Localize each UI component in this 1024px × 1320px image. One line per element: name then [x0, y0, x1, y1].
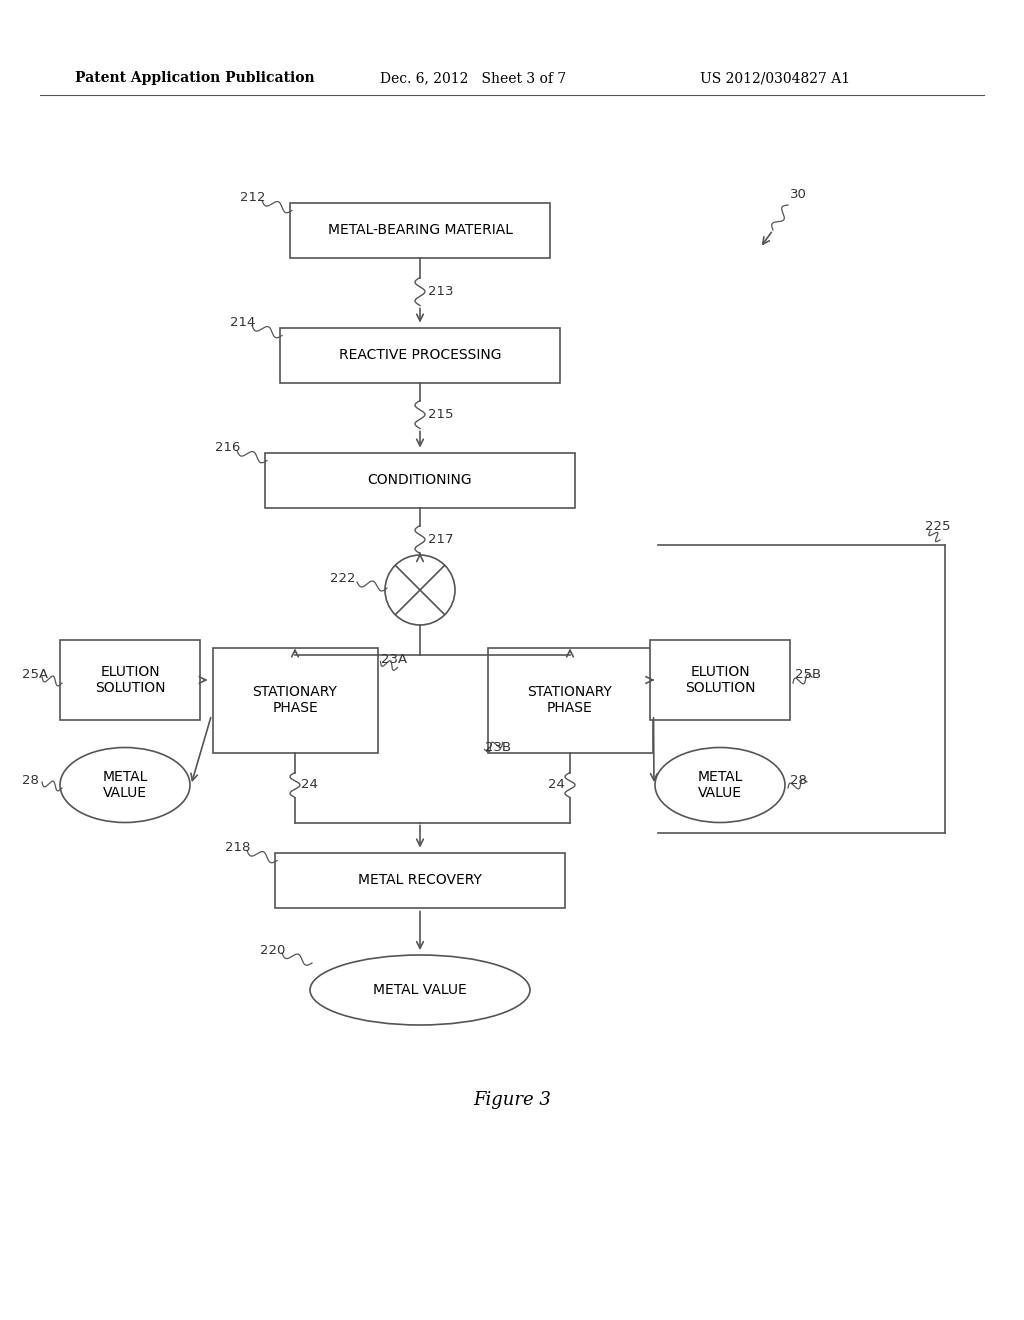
Circle shape — [385, 554, 455, 624]
Text: 217: 217 — [428, 533, 454, 546]
Text: STATIONARY
PHASE: STATIONARY PHASE — [253, 685, 338, 715]
Text: 222: 222 — [330, 572, 355, 585]
Text: METAL
VALUE: METAL VALUE — [102, 770, 147, 800]
Text: Patent Application Publication: Patent Application Publication — [75, 71, 314, 84]
Text: 23B: 23B — [484, 741, 511, 754]
Text: 225: 225 — [925, 520, 950, 533]
Text: Figure 3: Figure 3 — [473, 1092, 551, 1109]
Bar — [487, 648, 652, 752]
Text: Dec. 6, 2012   Sheet 3 of 7: Dec. 6, 2012 Sheet 3 of 7 — [380, 71, 566, 84]
Text: 23A: 23A — [381, 653, 407, 667]
Text: 28: 28 — [790, 774, 807, 787]
Bar — [265, 453, 575, 507]
Text: 215: 215 — [428, 408, 454, 421]
Text: METAL-BEARING MATERIAL: METAL-BEARING MATERIAL — [328, 223, 512, 238]
Text: 25B: 25B — [795, 668, 821, 681]
Text: US 2012/0304827 A1: US 2012/0304827 A1 — [700, 71, 850, 84]
Text: 25A: 25A — [22, 668, 48, 681]
Text: METAL
VALUE: METAL VALUE — [697, 770, 742, 800]
Ellipse shape — [310, 954, 530, 1026]
Text: ELUTION
SOLUTION: ELUTION SOLUTION — [95, 665, 165, 696]
Bar — [213, 648, 378, 752]
Text: 24: 24 — [548, 777, 565, 791]
Text: 216: 216 — [215, 441, 241, 454]
Text: 30: 30 — [790, 189, 807, 202]
Text: 220: 220 — [260, 944, 286, 957]
Bar — [275, 853, 565, 908]
Bar — [280, 327, 560, 383]
Text: CONDITIONING: CONDITIONING — [368, 473, 472, 487]
Text: ELUTION
SOLUTION: ELUTION SOLUTION — [685, 665, 756, 696]
Text: 213: 213 — [428, 285, 454, 298]
Text: 214: 214 — [230, 315, 255, 329]
Text: REACTIVE PROCESSING: REACTIVE PROCESSING — [339, 348, 502, 362]
Bar — [650, 640, 790, 719]
Text: 28: 28 — [22, 774, 39, 787]
Ellipse shape — [655, 747, 785, 822]
Ellipse shape — [60, 747, 190, 822]
Text: 24: 24 — [301, 777, 317, 791]
Bar — [60, 640, 200, 719]
Text: METAL VALUE: METAL VALUE — [373, 983, 467, 997]
Text: 218: 218 — [225, 841, 251, 854]
Text: STATIONARY
PHASE: STATIONARY PHASE — [527, 685, 612, 715]
Text: METAL RECOVERY: METAL RECOVERY — [358, 873, 482, 887]
Text: 212: 212 — [240, 191, 265, 205]
Bar — [290, 202, 550, 257]
